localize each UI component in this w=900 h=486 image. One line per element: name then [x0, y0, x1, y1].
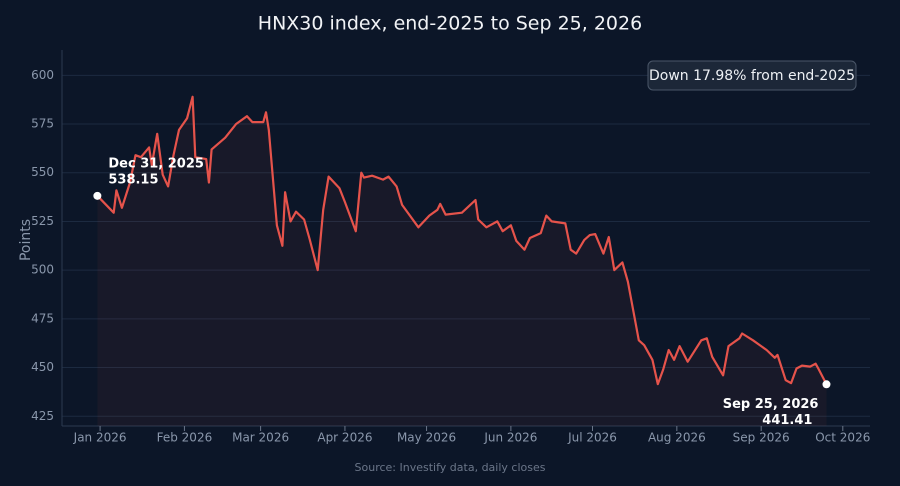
x-tick-label: Aug 2026	[648, 431, 706, 445]
x-tick-label: Sep 2026	[733, 431, 790, 445]
chart-title: HNX30 index, end-2025 to Sep 25, 2026	[258, 13, 642, 35]
summary-badge: Down 17.98% from end-2025	[649, 68, 855, 84]
y-tick-label: 525	[31, 214, 54, 228]
endpoint-marker	[822, 380, 831, 389]
y-axis-label: Points	[18, 219, 34, 261]
x-tick-label: Jul 2026	[567, 431, 617, 445]
y-tick-label: 450	[31, 360, 54, 374]
x-tick-label: Feb 2026	[157, 431, 213, 445]
x-tick-label: May 2026	[397, 431, 456, 445]
area	[97, 96, 827, 427]
annotation-value: 441.41	[762, 413, 812, 428]
y-tick-label: 550	[31, 165, 54, 179]
y-tick-label: 600	[31, 68, 54, 82]
annotation-date: Dec 31, 2025	[108, 156, 204, 171]
x-tick-label: Oct 2026	[815, 431, 870, 445]
line	[96, 95, 828, 386]
x-tick-label: Apr 2026	[317, 431, 372, 445]
x-tick-label: Jan 2026	[73, 431, 127, 445]
y-tick-label: 475	[31, 311, 54, 325]
summary-badge-box	[647, 60, 857, 91]
y-tick-label: 500	[31, 263, 54, 277]
annotation-date: Sep 25, 2026	[723, 397, 819, 412]
annotation-value: 538.15	[108, 172, 158, 187]
source-note: Source: Investify data, daily closes	[355, 461, 546, 474]
y-tick-label: 425	[31, 409, 54, 423]
y-tick-label: 575	[31, 117, 54, 131]
x-tick-label: Jun 2026	[483, 431, 537, 445]
x-tick-label: Mar 2026	[232, 431, 289, 445]
endpoint-marker	[93, 191, 102, 200]
